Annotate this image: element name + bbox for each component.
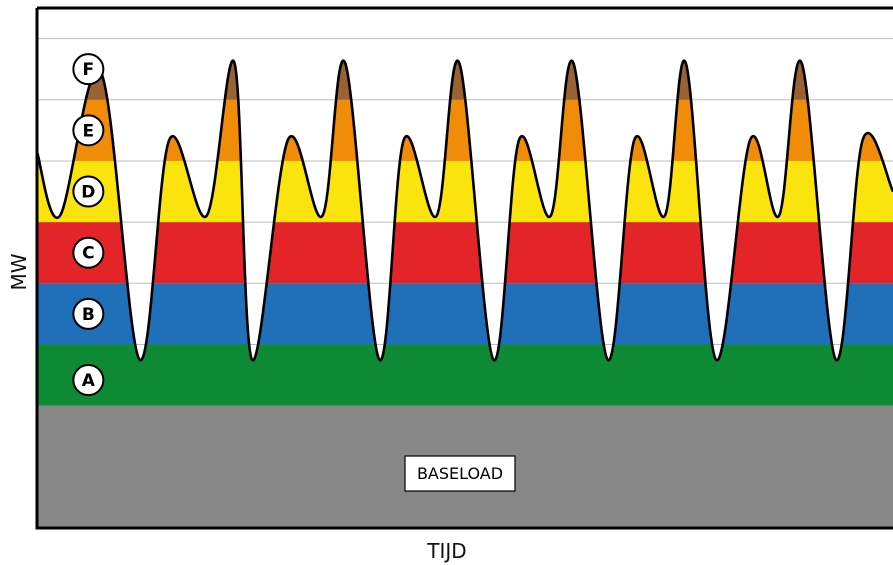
badge-f: F [72,53,105,86]
badge-e: E [72,114,105,147]
badge-b: B [72,297,105,330]
badge-c: C [72,236,105,269]
badge-letter: F [83,60,95,80]
badge-circle [72,53,105,86]
badge-circle [72,175,105,208]
plot-frame [35,6,893,530]
badge-letter: D [81,183,95,203]
badge-letter: C [82,244,94,264]
badge-letter: B [82,305,95,325]
badge-a: A [72,364,105,397]
badge-letter: A [82,371,96,391]
badge-circle [72,236,105,269]
demand-curve [37,59,893,362]
band-d [37,160,893,223]
band-c [37,222,893,284]
badge-circle [72,297,105,330]
y-axis-label: MW [7,253,31,290]
baseload-label-box: BASELOAD [404,455,516,492]
band-b [37,283,893,345]
badge-circle [72,364,105,397]
badge-letter: E [83,121,95,141]
badge-circle [72,114,105,147]
x-axis-label: TIJD [426,539,466,563]
baseload-label: BASELOAD [417,464,503,483]
band-badges: A B C D E F [72,53,105,397]
band-a [37,344,893,406]
badge-d: D [72,175,105,208]
